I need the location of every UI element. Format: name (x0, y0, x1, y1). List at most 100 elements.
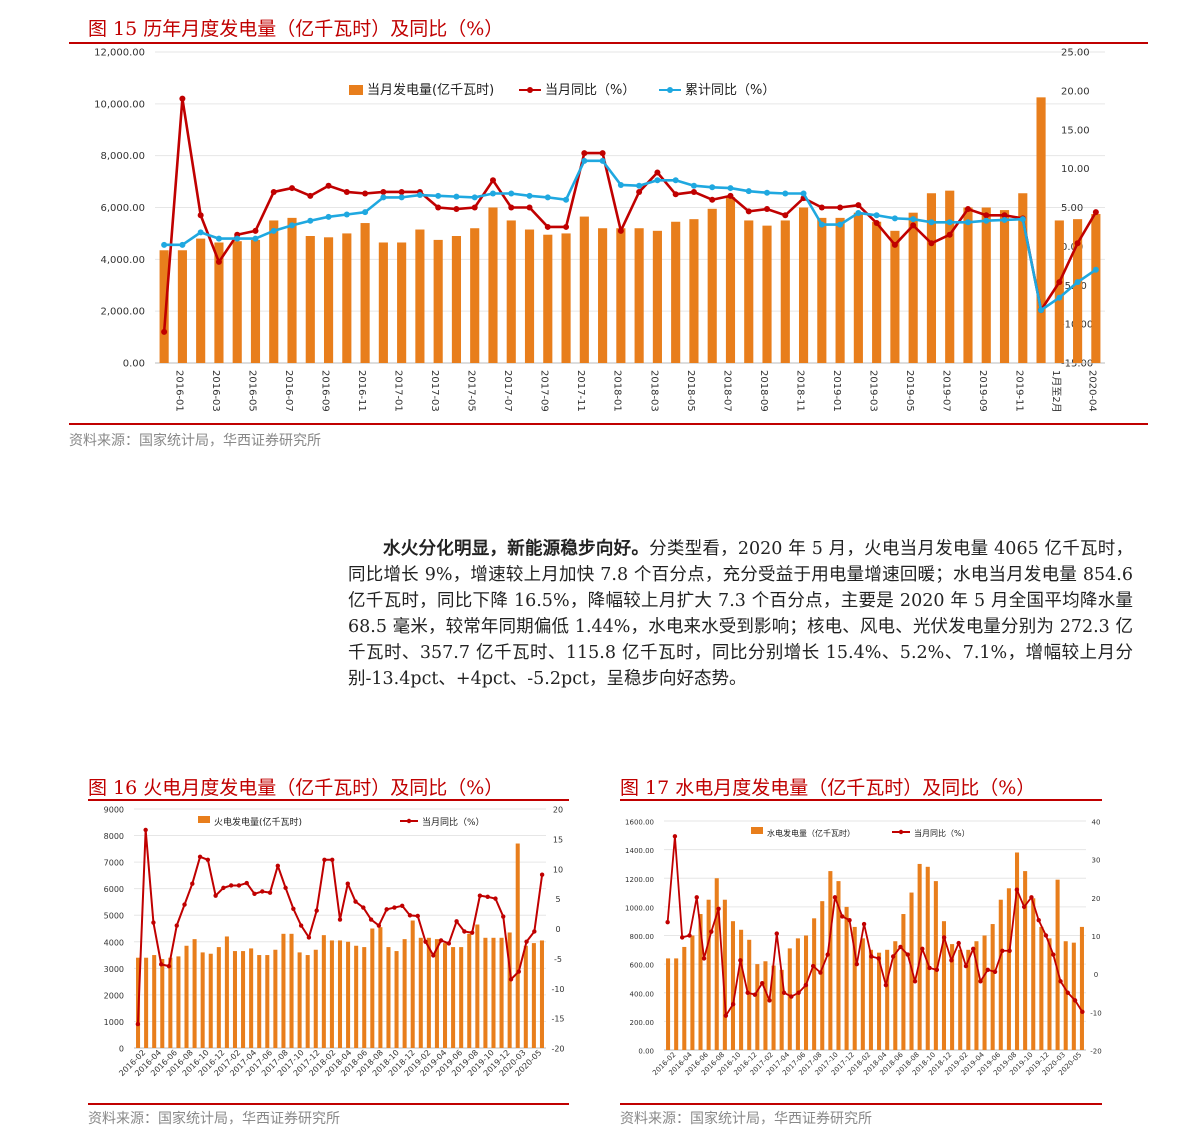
line-point (956, 940, 961, 946)
line-point (992, 969, 998, 974)
line-point (581, 157, 588, 164)
line-point (526, 192, 533, 199)
x-tick-label: 2019-09 (977, 370, 988, 412)
x-tick-label: 2020-04 (1087, 370, 1098, 412)
line-point (654, 177, 661, 184)
bar (378, 242, 388, 363)
line-point (353, 899, 358, 904)
line-point (709, 929, 714, 934)
line-point (672, 177, 679, 184)
line-point (345, 881, 350, 886)
bar (321, 935, 326, 1048)
y2-tick-label: -10 (1090, 1009, 1101, 1017)
line-point (837, 204, 844, 211)
y-tick-label: 6000 (104, 885, 124, 894)
line-point (985, 967, 990, 973)
bar (1018, 193, 1028, 363)
bar (342, 233, 352, 363)
bar (771, 965, 776, 1050)
y-tick-label: 5000 (104, 912, 124, 921)
line-point (325, 182, 332, 189)
line-point (1092, 209, 1099, 216)
line-point (672, 191, 679, 198)
bar (488, 207, 498, 363)
y2-tick-label: -10 (551, 985, 564, 994)
bar (297, 952, 302, 1048)
line-point (1007, 948, 1012, 953)
line-point (1001, 212, 1008, 219)
line-point (298, 923, 304, 928)
bar (690, 935, 695, 1050)
line-point (435, 192, 442, 199)
line-point (270, 188, 277, 195)
line-point (252, 891, 257, 897)
line-point (289, 222, 296, 229)
line-point (477, 893, 483, 898)
line-point (236, 883, 242, 888)
line-point (361, 905, 366, 910)
line-point (709, 184, 716, 191)
line-point (228, 883, 234, 888)
bar (812, 918, 817, 1050)
line-point (905, 952, 910, 957)
bar (739, 929, 744, 1050)
x-tick-label: 2018-09 (758, 370, 769, 412)
bar (506, 220, 516, 363)
line-point (143, 827, 148, 833)
y2-tick-label: 10.00 (1061, 164, 1090, 175)
bar (1091, 213, 1101, 363)
line-point (873, 220, 880, 227)
legend-label: 当月同比（%） (422, 816, 485, 828)
paragraph-body: 分类型看，2020 年 5 月，火电当月发电量 4065 亿千瓦时，同比增长 9… (348, 539, 1133, 689)
y-tick-label: 800.00 (630, 933, 655, 941)
fig15-bottom-rule (69, 423, 1148, 425)
bar (1006, 888, 1011, 1050)
line-point (446, 941, 452, 946)
bar (192, 939, 197, 1048)
line-point (453, 206, 460, 213)
line-point (825, 952, 830, 957)
legend-swatch-marker (406, 818, 412, 824)
bar (706, 899, 711, 1050)
line-point (847, 918, 852, 923)
x-tick-label: 2016-01 (173, 370, 184, 412)
bar (1073, 219, 1083, 363)
line-point (1019, 216, 1026, 223)
bar (443, 943, 448, 1048)
bar (249, 948, 254, 1048)
line-point (307, 192, 314, 199)
line-point (179, 241, 186, 248)
bar (196, 238, 206, 363)
line-point (454, 919, 459, 924)
y2-tick-label: 20 (553, 806, 563, 815)
bar (499, 937, 504, 1048)
line-point (532, 929, 537, 934)
bar (1014, 852, 1020, 1050)
line-point (891, 241, 898, 248)
y2-tick-label: 15 (553, 835, 563, 844)
line-point (1043, 933, 1049, 938)
y-tick-label: 4,000.00 (100, 255, 145, 266)
bar (515, 843, 520, 1048)
y2-tick-label: 25.00 (1061, 48, 1090, 59)
bar (507, 932, 512, 1048)
bar (257, 955, 262, 1048)
bar (168, 957, 173, 1048)
bar (926, 193, 937, 363)
line-point (159, 962, 164, 967)
line-point (205, 857, 211, 862)
y-tick-label: 200.00 (630, 1019, 655, 1027)
bar (281, 933, 286, 1048)
line-point (544, 194, 551, 201)
line-point (435, 204, 442, 211)
bar (354, 945, 359, 1048)
y2-tick-label: -20 (1090, 1048, 1101, 1056)
line-point (423, 939, 428, 944)
x-tick-label: 2017-11 (575, 370, 586, 412)
line-point (898, 944, 903, 950)
line-point (489, 177, 496, 184)
bar (362, 947, 367, 1048)
bar (974, 941, 979, 1050)
fig17-source: 资料来源：国家统计局，华西证券研究所 (620, 1111, 872, 1127)
legend-label: 火电发电量(亿千瓦时) (214, 816, 302, 828)
